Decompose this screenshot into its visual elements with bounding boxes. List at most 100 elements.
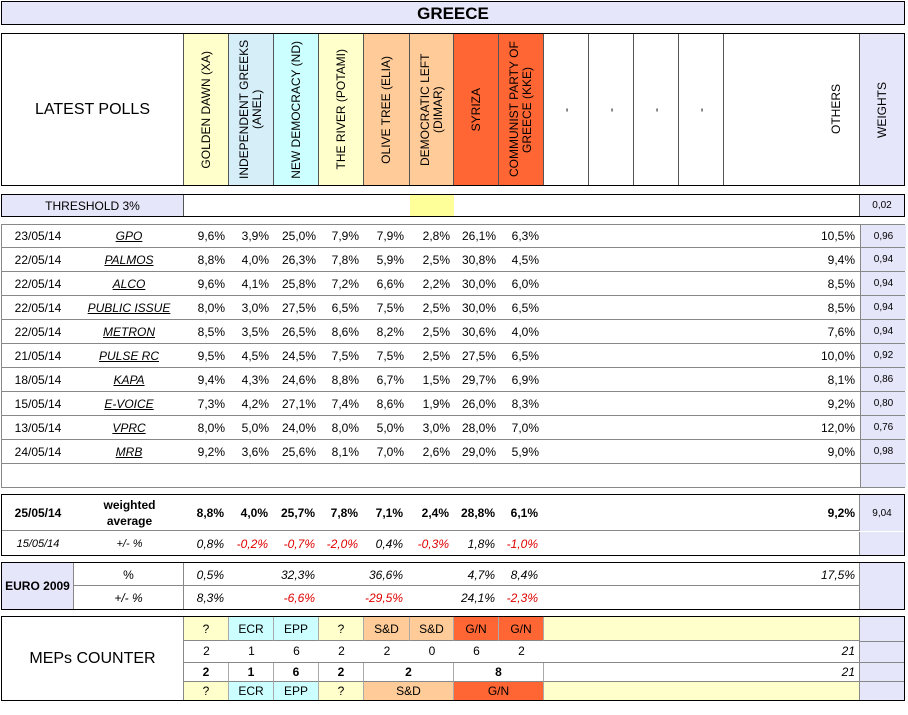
poll-value: 4,1%	[241, 276, 269, 291]
poll-value: 24,0%	[281, 420, 316, 435]
poll-value: 25,8%	[281, 276, 316, 291]
weighted-value: 2,4%	[421, 506, 449, 520]
poll-value: 5,0%	[241, 420, 269, 435]
pollster-link[interactable]: GPO	[115, 229, 143, 243]
euro-pct: 4,7%	[467, 567, 495, 582]
weighted-weight: 9,04	[859, 495, 904, 531]
poll-value: 28,0%	[461, 420, 496, 435]
mep-group: S&D	[364, 617, 410, 641]
euro-pct-label: %	[74, 563, 184, 586]
table-row: 22/05/14 PUBLIC ISSUE 8,0% 3,0% 27,5% 6,5% 7,5…	[1, 296, 906, 320]
mep-group: G/N	[454, 617, 499, 641]
table-row: 22/05/14 ALCO 9,6% 4,1% 25,8% 7,2% 6,6% 2,2% 30,…	[1, 272, 906, 296]
mep-merged-group: ?	[319, 681, 364, 700]
party-header-4: OLIVE TREE (ELIA)	[364, 34, 410, 185]
poll-value: 9,5%	[197, 348, 225, 363]
euro-others: 17,5%	[820, 567, 855, 582]
mep-merged-group: ?	[184, 681, 229, 700]
diff-date: 15/05/14	[16, 537, 60, 550]
weighted-diff: -0,3%	[417, 536, 449, 551]
party-header-6: SYRIZA	[454, 34, 499, 185]
poll-weight: 0,98	[860, 440, 906, 463]
poll-weight: 0,76	[860, 416, 906, 439]
weighted-value: 4,0%	[240, 506, 268, 520]
poll-value: 7,3%	[197, 396, 225, 411]
weighted-value: 8,8%	[196, 506, 224, 520]
weighted-diff: 0,8%	[196, 536, 224, 551]
poll-value: 29,7%	[461, 372, 496, 387]
threshold-marker	[410, 195, 454, 216]
table-row: 13/05/14 VPRC 8,0% 5,0% 24,0% 8,0% 5,0% 3,0% 28,…	[1, 416, 906, 440]
party-header-7: COMMUNIST PARTY OF GREECE (KKE)	[499, 34, 544, 185]
poll-value: 6,5%	[331, 300, 359, 315]
meps-label: MEPs COUNTER	[2, 617, 184, 700]
pollster-link[interactable]: PULSE RC	[98, 348, 160, 363]
party-name: DEMOCRATIC LEFT (DIMAR)	[417, 53, 445, 166]
poll-value: 27,1%	[281, 396, 316, 411]
poll-date: 18/05/14	[14, 372, 62, 387]
weighted-value: 6,1%	[510, 506, 538, 520]
poll-value: 2,5%	[422, 300, 450, 315]
euro-diff-label: +/- %	[74, 586, 184, 609]
poll-value: 7,2%	[331, 276, 359, 291]
poll-value: 4,3%	[241, 372, 269, 387]
party-header-3: THE RIVER (POTAMI)	[319, 34, 364, 185]
poll-weight: 0,94	[860, 320, 906, 343]
poll-value: 2,5%	[422, 252, 450, 267]
mep-seats: 2	[383, 644, 391, 658]
weights-header: WEIGHTS	[860, 34, 904, 185]
poll-date: 24/05/14	[14, 444, 62, 459]
party-name: COMMUNIST PARTY OF GREECE (KKE)	[507, 41, 534, 178]
poll-value: 26,1%	[461, 229, 496, 243]
table-row: 21/05/14 PULSE RC 9,5% 4,5% 24,5% 7,5% 7,5% 2,5…	[1, 344, 906, 368]
poll-value: 29,0%	[461, 444, 496, 459]
pollster-link[interactable]: KAPA	[113, 372, 145, 387]
mep-seats: 1	[248, 644, 255, 658]
poll-date: 13/05/14	[14, 420, 62, 435]
mep-merged-total: 21	[841, 665, 855, 679]
mep-total: 21	[841, 644, 855, 658]
pollster-link[interactable]: METRON	[103, 324, 155, 339]
pollster-link[interactable]: MRB	[115, 444, 143, 459]
poll-value: 4,0%	[241, 252, 269, 267]
weighted-value: 28,8%	[460, 506, 495, 520]
poll-date: 22/05/14	[14, 300, 62, 315]
poll-value: 3,6%	[241, 444, 269, 459]
poll-value: 4,5%	[241, 348, 269, 363]
mep-seats: 2	[518, 644, 525, 658]
euro-diff: -29,5%	[364, 590, 403, 605]
mep-group: G/N	[499, 617, 544, 641]
poll-value: 5,9%	[511, 444, 539, 459]
threshold-label: THRESHOLD 3%	[2, 195, 184, 216]
mep-merged-seats: 2	[184, 663, 229, 681]
poll-others: 9,0%	[827, 444, 855, 459]
poll-weight: 0,86	[860, 368, 906, 391]
poll-others: 7,6%	[827, 324, 855, 339]
poll-value: 7,9%	[376, 229, 404, 243]
poll-date: 22/05/14	[14, 252, 62, 267]
poll-value: 2,6%	[422, 444, 450, 459]
poll-value: 8,0%	[197, 420, 225, 435]
poll-date: 21/05/14	[14, 348, 62, 363]
mep-merged-group: S&D	[364, 681, 454, 700]
mep-group: ?	[184, 617, 229, 641]
poll-value: 6,3%	[511, 229, 539, 243]
weighted-date: 25/05/14	[14, 506, 62, 520]
pollster-link[interactable]: VPRC	[112, 420, 146, 435]
poll-value: 2,8%	[422, 229, 450, 243]
poll-value: 6,6%	[376, 276, 404, 291]
poll-weight: 0,94	[860, 296, 906, 319]
pollster-link[interactable]: ALCO	[112, 276, 146, 291]
others-header: OTHERS	[813, 34, 860, 185]
poll-value: 6,5%	[511, 300, 539, 315]
pollster-link[interactable]: E-VOICE	[104, 396, 154, 411]
mep-merged-group: G/N	[454, 681, 544, 700]
poll-value: 2,5%	[422, 324, 450, 339]
poll-weight: 0,80	[860, 392, 906, 415]
table-row: 23/05/14 GPO 9,6% 3,9% 25,0% 7,9% 7,9% 2,8% 26,1…	[1, 224, 906, 248]
pollster-link[interactable]: PALMOS	[104, 252, 154, 267]
poll-value: 3,0%	[241, 300, 269, 315]
poll-value: 8,8%	[331, 372, 359, 387]
weighted-diff: -1,0%	[506, 536, 538, 551]
pollster-link[interactable]: PUBLIC ISSUE	[87, 300, 171, 315]
